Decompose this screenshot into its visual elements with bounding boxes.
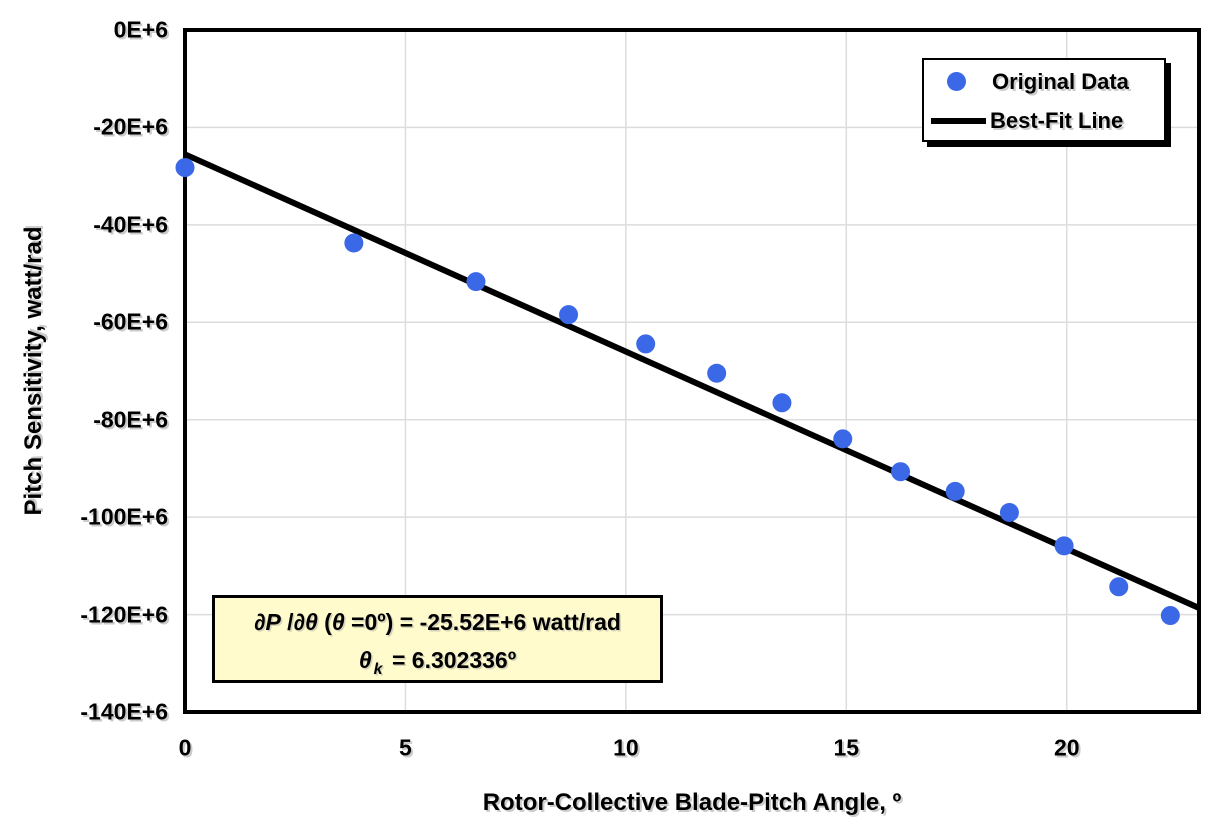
best-fit-line bbox=[183, 151, 1201, 611]
data-point bbox=[945, 481, 965, 501]
y-tick-label: -80E+6 bbox=[93, 406, 168, 433]
legend-item-original-data: Original Data bbox=[924, 62, 1164, 101]
x-axis-title: Rotor-Collective Blade-Pitch Angle, º bbox=[482, 789, 902, 816]
x-tick-label: 10 bbox=[613, 734, 639, 761]
data-point bbox=[466, 272, 486, 292]
y-tick-label: -40E+6 bbox=[93, 211, 168, 238]
data-point bbox=[1109, 577, 1129, 597]
legend: Original Data Best-Fit Line bbox=[922, 58, 1166, 142]
data-point bbox=[1054, 536, 1074, 556]
annotation-line-1: ∂P /∂θ (θ =0º) = -25.52E+6 watt/rad bbox=[254, 609, 621, 635]
data-point bbox=[999, 502, 1019, 522]
y-tick-label: -100E+6 bbox=[80, 503, 168, 530]
x-tick-label: 5 bbox=[399, 734, 412, 761]
data-point bbox=[1160, 606, 1180, 626]
legend-label-original-data: Original Data bbox=[992, 68, 1129, 94]
data-point bbox=[344, 233, 364, 253]
data-point bbox=[707, 363, 727, 383]
y-tick-label: -120E+6 bbox=[80, 601, 168, 628]
y-tick-label: -140E+6 bbox=[80, 698, 168, 725]
y-tick-label: -60E+6 bbox=[93, 308, 168, 335]
y-tick-label: 0E+6 bbox=[113, 16, 168, 43]
data-point bbox=[175, 158, 195, 178]
original-data-marker-icon bbox=[947, 72, 966, 91]
y-tick-label: -20E+6 bbox=[93, 113, 168, 140]
x-tick-label: 20 bbox=[1053, 734, 1080, 761]
legend-item-best-fit-line: Best-Fit Line bbox=[924, 101, 1164, 140]
data-point bbox=[833, 429, 853, 449]
best-fit-line-marker-icon bbox=[931, 117, 986, 124]
x-tick-label: 15 bbox=[833, 734, 860, 761]
x-tick-label: 0 bbox=[178, 734, 192, 761]
data-point bbox=[772, 393, 792, 413]
y-axis-title: Pitch Sensitivity, watt/rad bbox=[20, 226, 47, 516]
data-point bbox=[559, 305, 579, 325]
legend-label-best-fit-line: Best-Fit Line bbox=[990, 107, 1124, 133]
data-point bbox=[636, 334, 656, 354]
plot-border bbox=[183, 28, 1201, 714]
data-point bbox=[891, 462, 911, 482]
